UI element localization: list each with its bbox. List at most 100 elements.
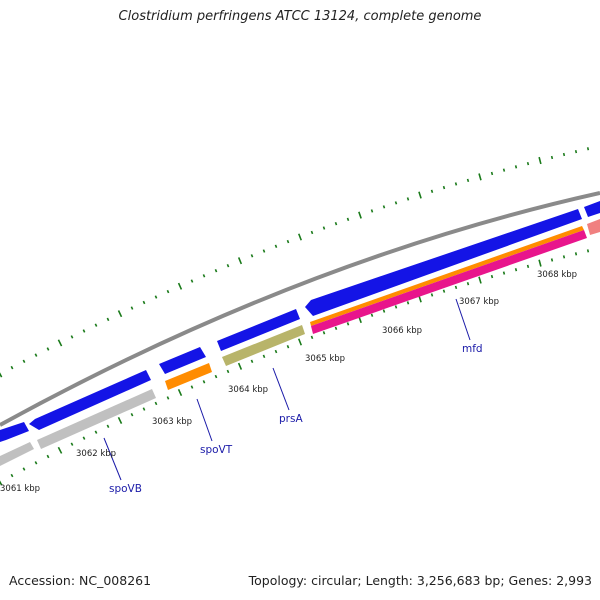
scale-tick xyxy=(406,197,410,201)
scale-tick xyxy=(286,239,290,244)
scale-tick xyxy=(250,359,254,364)
gene-label-prsA[interactable]: prsA xyxy=(279,413,303,425)
scale-tick xyxy=(34,353,38,357)
scale-tick xyxy=(106,424,110,428)
scale-tick xyxy=(297,338,303,346)
magenta-feature[interactable] xyxy=(311,230,587,334)
pink-feature[interactable] xyxy=(587,219,600,235)
scale-tick xyxy=(526,264,530,269)
scale-tick xyxy=(346,322,350,326)
scale-tick xyxy=(526,161,530,166)
scale-tick xyxy=(22,467,26,471)
scale-tick xyxy=(142,300,146,305)
scale-tick xyxy=(286,345,290,349)
scale-tick xyxy=(130,413,134,417)
scale-tick xyxy=(130,306,134,310)
scale-tick xyxy=(430,293,434,297)
scale-tick xyxy=(442,185,446,190)
scale-tick xyxy=(490,171,494,176)
scale-label: 3063 kbp xyxy=(152,417,192,427)
olive-feature[interactable] xyxy=(222,325,305,366)
spoVT-leader xyxy=(196,398,213,442)
scale-tick xyxy=(346,217,350,222)
scale-tick xyxy=(82,329,86,333)
spoVB-leader xyxy=(103,437,122,481)
scale-tick xyxy=(214,374,218,379)
cds-arrow[interactable] xyxy=(584,201,600,217)
scale-tick xyxy=(57,446,63,454)
scale-tick xyxy=(154,401,158,406)
scale-tick xyxy=(466,282,470,286)
gray-feature[interactable] xyxy=(0,442,34,466)
gene-label-spoVB[interactable]: spoVB xyxy=(109,483,142,495)
orange-feature[interactable] xyxy=(165,363,212,390)
scale-label: 3068 kbp xyxy=(537,270,577,280)
scale-tick xyxy=(394,201,398,205)
scale-tick xyxy=(454,182,458,186)
scale-tick xyxy=(442,289,446,293)
scale-tick xyxy=(202,380,206,384)
scale-tick xyxy=(34,461,38,465)
scale-tick xyxy=(70,442,74,446)
scale-tick xyxy=(142,407,146,411)
scale-tick xyxy=(10,473,14,478)
gray-feature[interactable] xyxy=(37,389,156,449)
scale-tick xyxy=(154,295,158,299)
scale-tick xyxy=(454,285,458,290)
scale-tick xyxy=(514,268,518,272)
tick-marks xyxy=(0,147,590,486)
scale-tick xyxy=(274,349,278,354)
scale-tick xyxy=(550,258,554,262)
scale-label: 3062 kbp xyxy=(76,449,116,459)
scale-tick xyxy=(322,226,326,230)
cds-arrow[interactable] xyxy=(305,209,582,316)
scale-tick xyxy=(382,205,386,209)
scale-tick xyxy=(298,233,302,241)
scale-tick xyxy=(478,173,482,181)
genome-backbone xyxy=(0,191,600,427)
scale-tick xyxy=(94,323,98,327)
scale-tick xyxy=(310,335,314,340)
scale-tick xyxy=(0,480,3,486)
scale-tick xyxy=(574,252,578,256)
scale-tick xyxy=(117,310,123,318)
orange-feature[interactable] xyxy=(310,226,584,326)
scale-tick xyxy=(0,372,3,378)
cds-arrow[interactable] xyxy=(159,347,206,374)
scale-tick xyxy=(46,454,50,459)
scale-tick xyxy=(502,271,506,275)
gene-label-spoVT[interactable]: spoVT xyxy=(200,444,233,456)
scale-tick xyxy=(46,347,50,351)
scale-tick xyxy=(274,244,278,248)
scale-tick xyxy=(166,396,170,400)
scale-tick xyxy=(94,430,98,434)
accession-text: Accession: NC_008261 xyxy=(9,573,152,588)
scale-tick xyxy=(586,147,590,151)
topology-summary: Topology: circular; Length: 3,256,683 bp… xyxy=(248,573,592,588)
scale-tick xyxy=(262,249,266,253)
scale-tick xyxy=(214,269,218,273)
scale-tick xyxy=(177,388,183,396)
prsA-leader xyxy=(272,367,290,411)
cds-arrow[interactable] xyxy=(217,309,300,351)
scale-tick xyxy=(10,365,14,370)
scale-tick xyxy=(370,313,374,317)
scale-tick xyxy=(262,354,266,359)
scale-tick xyxy=(358,211,362,219)
scale-tick xyxy=(466,178,470,183)
scale-tick xyxy=(538,156,542,165)
scale-tick xyxy=(57,339,63,347)
scale-tick xyxy=(490,274,494,279)
scale-tick xyxy=(310,230,314,235)
scale-tick xyxy=(237,257,243,265)
map-title: Clostridium perfringens ATCC 13124, comp… xyxy=(118,9,482,24)
scale-tick xyxy=(190,279,194,283)
cds-arrow[interactable] xyxy=(0,422,29,442)
gene-label-mfd[interactable]: mfd xyxy=(462,343,483,355)
scale-label: 3065 kbp xyxy=(305,354,345,364)
scale-tick xyxy=(586,249,590,253)
scale-tick xyxy=(370,209,374,213)
scale-tick xyxy=(562,255,566,259)
cds-arrow[interactable] xyxy=(29,370,151,430)
